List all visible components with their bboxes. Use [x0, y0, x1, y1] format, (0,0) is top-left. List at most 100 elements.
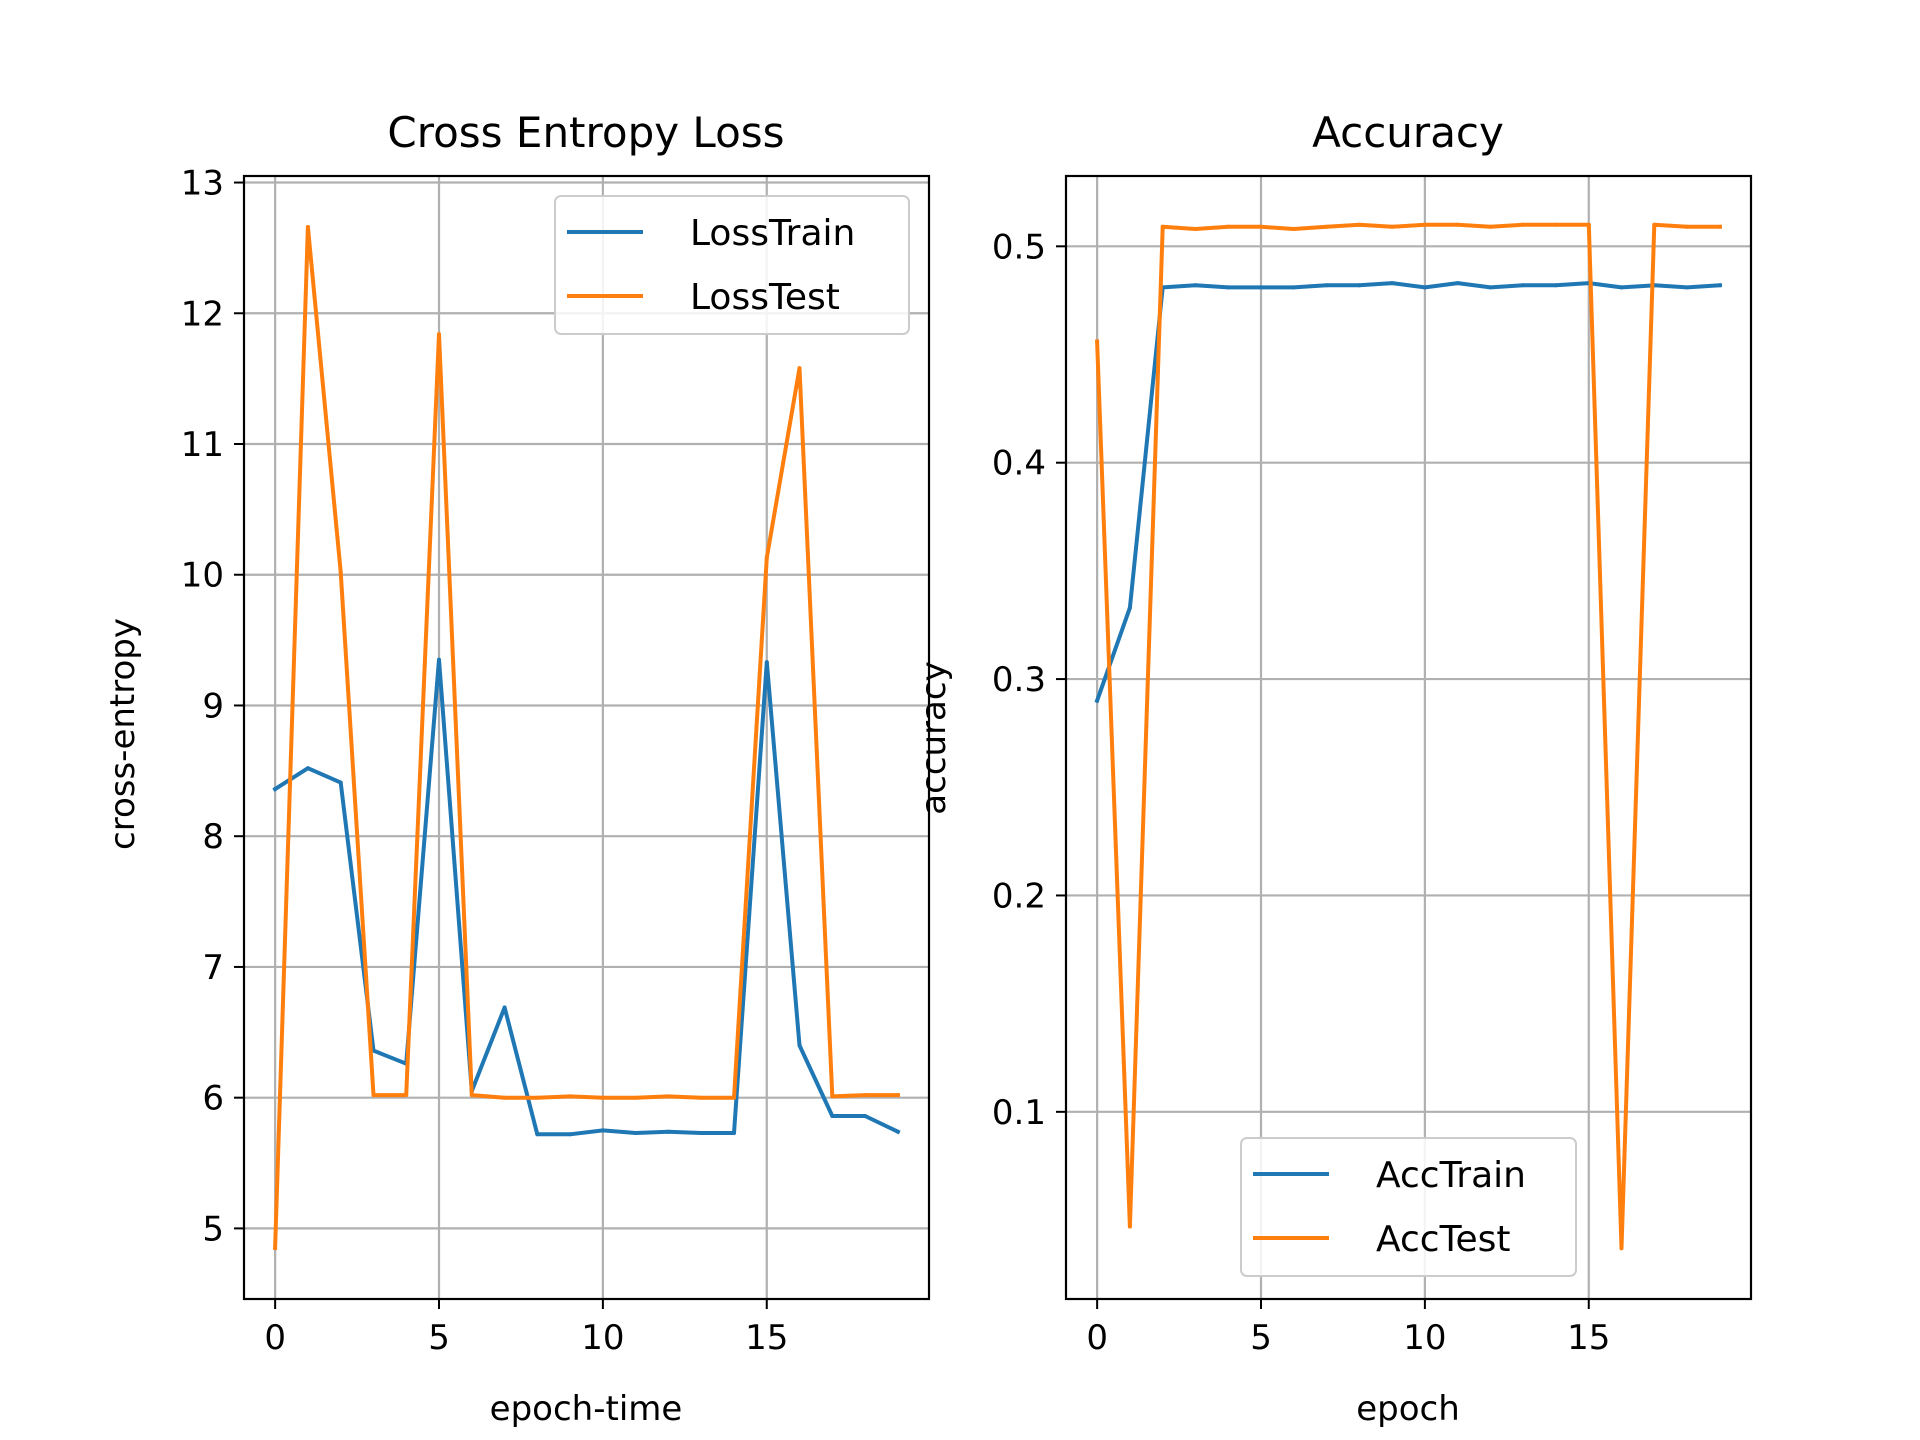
y-tick-label: 6: [202, 1079, 224, 1119]
legend-label-losstrain: LossTrain: [690, 213, 855, 254]
loss-chart-ylabel: cross-entropy: [103, 618, 143, 850]
accuracy-chart: Accuracy epoch accuracy 0 5 10 150.10.20.30…: [914, 108, 1753, 1429]
data-point-losstest: [371, 1093, 376, 1098]
data-point-acctest: [1259, 224, 1263, 229]
y-tick-label: 11: [181, 425, 224, 465]
data-point-acctest: [1554, 222, 1558, 227]
accuracy-chart-legend: AccTrain AccTest: [1240, 1137, 1577, 1277]
x-tick-label: 0: [264, 1318, 286, 1358]
data-point-acctrain: [1685, 285, 1690, 290]
data-point-losstest: [797, 366, 802, 371]
y-tick-label: 0.5: [992, 227, 1046, 267]
data-point-acctest: [1717, 224, 1722, 229]
data-point-losstrain: [797, 1043, 802, 1048]
data-point-acctrain: [1095, 698, 1100, 703]
y-tick-label: 5: [202, 1209, 224, 1249]
data-point-losstest: [633, 1095, 638, 1100]
data-point-acctest: [1324, 224, 1329, 229]
data-point-acctrain: [1390, 281, 1395, 286]
loss-chart-title: Cross Entropy Loss: [387, 108, 784, 157]
data-point-acctrain: [1619, 285, 1624, 290]
data-point-acctest: [1127, 1224, 1132, 1229]
data-point-acctest: [1422, 222, 1427, 227]
data-point-acctest: [1357, 222, 1362, 227]
data-point-losstest: [895, 1093, 900, 1098]
data-point-losstrain: [305, 766, 310, 771]
loss-chart: Cross Entropy Loss epoch-time cross-entr…: [103, 108, 931, 1429]
data-point-acctrain: [1717, 283, 1722, 288]
data-point-losstest: [568, 1094, 573, 1099]
data-point-losstrain: [633, 1131, 638, 1135]
data-point-acctrain: [1226, 285, 1231, 290]
data-point-acctest: [1521, 222, 1526, 227]
accuracy-chart-series: [1094, 222, 1723, 1251]
data-point-acctest: [1095, 339, 1100, 344]
accuracy-chart-grid: [1066, 176, 1751, 1299]
data-point-losstest: [863, 1093, 868, 1098]
data-point-acctrain: [1554, 283, 1558, 288]
series-line-acctest: [1095, 222, 1722, 1251]
data-point-losstrain: [699, 1131, 704, 1135]
y-tick-label: 0.4: [992, 444, 1046, 484]
data-point-losstest: [764, 555, 769, 560]
data-point-acctrain: [1259, 285, 1263, 290]
data-point-losstest: [502, 1095, 507, 1100]
legend-label-acctest: AccTest: [1376, 1219, 1510, 1260]
accuracy-chart-xlabel: epoch: [1356, 1389, 1460, 1429]
x-tick-label: 15: [745, 1318, 788, 1358]
y-tick-label: 10: [181, 556, 224, 596]
data-point-acctest: [1652, 222, 1657, 227]
data-point-losstrain: [666, 1129, 671, 1134]
data-point-losstest: [437, 332, 441, 337]
x-tick-label: 5: [1250, 1318, 1272, 1358]
legend-frame: [554, 195, 910, 335]
data-point-acctrain: [1488, 285, 1493, 290]
y-tick-label: 0.2: [992, 876, 1046, 916]
data-point-acctrain: [1422, 285, 1427, 290]
loss-chart-legend: LossTrain LossTest: [554, 195, 910, 335]
data-point-acctrain: [1127, 605, 1132, 610]
data-point-losstest: [699, 1095, 704, 1100]
data-point-acctest: [1160, 224, 1165, 229]
x-tick-label: 0: [1086, 1318, 1108, 1358]
data-point-acctrain: [1521, 283, 1526, 288]
data-point-acctrain: [1193, 283, 1198, 288]
data-point-losstrain: [895, 1129, 900, 1134]
data-point-acctest: [1488, 224, 1493, 229]
y-tick-label: 0.1: [992, 1093, 1046, 1133]
data-point-acctest: [1455, 222, 1460, 227]
accuracy-chart-ticks: 0 5 10 15 0.1 0.2 0.3 0.4 0.5: [992, 227, 1610, 1358]
data-point-losstest: [404, 1093, 409, 1098]
data-point-losstrain: [732, 1131, 736, 1135]
x-tick-label: 15: [1567, 1318, 1610, 1358]
accuracy-chart-title: Accuracy: [1312, 108, 1504, 157]
legend-label-acctrain: AccTrain: [1376, 1155, 1526, 1196]
data-point-acctrain: [1324, 283, 1329, 288]
data-point-losstest: [732, 1095, 736, 1100]
data-point-acctest: [1390, 224, 1395, 229]
x-tick-label: 10: [581, 1318, 624, 1358]
data-point-losstest: [535, 1095, 540, 1100]
series-line-losstest: [273, 225, 900, 1251]
y-tick-label: 12: [181, 294, 224, 334]
data-point-losstest: [338, 570, 343, 575]
series-line-acctrain: [1094, 281, 1723, 704]
data-point-losstrain: [600, 1128, 605, 1133]
data-point-losstrain: [437, 657, 441, 662]
data-point-losstrain: [764, 660, 769, 665]
data-point-acctest: [1586, 222, 1591, 227]
loss-chart-xlabel: epoch-time: [490, 1389, 683, 1429]
data-point-losstest: [830, 1094, 835, 1099]
data-point-losstest: [305, 225, 310, 229]
data-point-losstest: [600, 1095, 605, 1100]
accuracy-chart-frame: [1064, 174, 1753, 1301]
data-point-losstrain: [502, 1005, 507, 1010]
data-point-losstrain: [830, 1114, 835, 1118]
legend-label-losstest: LossTest: [690, 277, 840, 318]
data-point-acctrain: [1357, 283, 1362, 288]
x-tick-label: 10: [1403, 1318, 1446, 1358]
data-point-losstest: [469, 1093, 474, 1098]
data-point-acctest: [1619, 1246, 1624, 1251]
